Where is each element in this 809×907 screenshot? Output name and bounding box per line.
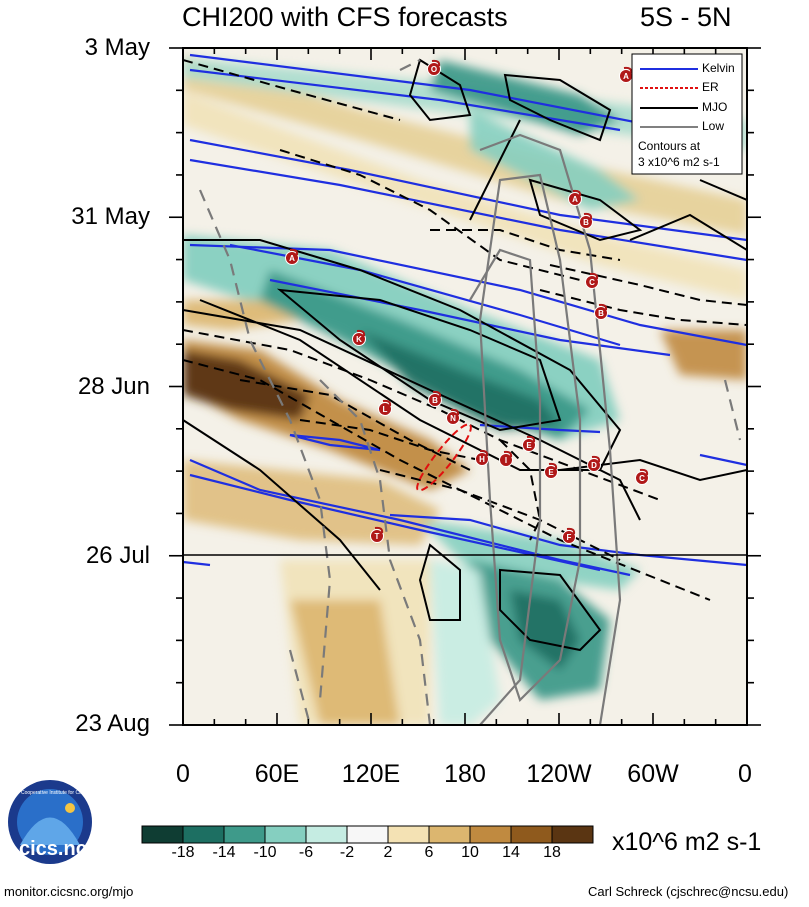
storm-marker: F <box>562 527 576 544</box>
storm-marker-label: K <box>356 335 362 344</box>
colorbar-swatch <box>141 825 184 844</box>
x-tick-label: 0 <box>738 760 752 788</box>
storm-marker: C <box>585 272 599 289</box>
plot-area: O A A B A C B K B L N E H I E D C T F <box>183 48 747 725</box>
x-tick-label: 60W <box>627 760 679 788</box>
region-label: 5S - 5N <box>640 2 732 32</box>
storm-marker-label: A <box>623 72 629 81</box>
storm-marker-label: I <box>505 456 507 465</box>
colorbar-swatch <box>551 825 594 844</box>
colorbar-tick-label: -18 <box>171 844 195 861</box>
colorbar-tick-label: 6 <box>424 844 434 861</box>
storm-marker-label: L <box>383 405 388 414</box>
legend-label-low: Low <box>702 119 725 133</box>
storm-marker-label: C <box>589 278 595 287</box>
low-contours <box>469 133 622 725</box>
cicsnc-logo <box>8 780 92 864</box>
footer-left-link[interactable]: monitor.cicsnc.org/mjo <box>4 884 134 899</box>
low-dashed-contours <box>198 59 742 725</box>
colorbar-tick-label: 10 <box>461 844 479 861</box>
storm-marker: H <box>475 449 489 466</box>
storm-markers: O A A B A C B K B L N E H I E D C T F <box>285 59 649 544</box>
storm-marker-label: H <box>479 455 485 464</box>
sun-icon <box>65 803 75 813</box>
storm-marker-label: B <box>598 309 604 318</box>
chart-title: CHI200 with CFS forecasts <box>182 2 508 32</box>
colorbar-tick-label: -6 <box>298 844 314 861</box>
storm-marker: D <box>587 455 601 472</box>
storm-marker-label: D <box>591 461 597 470</box>
colorbar-tick-label: 2 <box>383 844 393 861</box>
legend-label-mjo: MJO <box>702 100 728 114</box>
storm-marker: L <box>378 399 392 416</box>
storm-marker-label: N <box>450 414 456 423</box>
logo-text: cics.nc <box>19 838 87 860</box>
storm-marker: C <box>635 468 649 485</box>
colorbar-swatch <box>510 825 553 844</box>
y-ticks <box>169 47 761 726</box>
colorbar-swatch <box>223 825 266 844</box>
logo-ring-text: Cooperative Institute for Climate and Sa… <box>21 790 124 796</box>
legend-label-kelvin: Kelvin <box>702 61 735 75</box>
colorbar <box>141 825 594 844</box>
storm-marker-label: F <box>567 533 572 542</box>
colorbar-swatch <box>264 825 307 844</box>
storm-marker: N <box>446 408 460 425</box>
y-tick-label: 28 Jun <box>77 373 150 400</box>
colorbar-tick-label: -14 <box>212 844 236 861</box>
y-tick-label: 3 May <box>84 34 150 61</box>
colorbar-swatch <box>182 825 225 844</box>
legend-note: Contours at <box>638 139 701 153</box>
storm-marker: T <box>370 526 384 543</box>
colorbar-swatch <box>346 825 389 844</box>
storm-marker-label: C <box>639 474 645 483</box>
x-tick-label: 60E <box>254 760 300 788</box>
legend-note: 3 x10^6 m2 s-1 <box>638 155 720 169</box>
storm-marker: B <box>579 212 593 229</box>
storm-marker-label: A <box>289 254 295 263</box>
y-tick-label: 23 Aug <box>75 710 150 737</box>
legend-label-er: ER <box>702 80 719 94</box>
storm-marker: K <box>352 329 366 346</box>
storm-marker: A <box>568 189 582 206</box>
footer-credit: Carl Schreck (cjschrec@ncsu.edu) <box>588 884 789 899</box>
x-tick-label: 180 <box>444 760 486 788</box>
storm-marker: B <box>428 390 442 407</box>
storm-marker: B <box>594 303 608 320</box>
anomaly-field <box>183 55 747 725</box>
storm-marker: E <box>522 435 536 452</box>
storm-marker-label: E <box>526 441 532 450</box>
storm-marker-label: O <box>431 65 437 74</box>
colorbar-swatch <box>305 825 348 844</box>
colorbar-tick-label: -10 <box>253 844 277 861</box>
x-tick-label: 120E <box>341 760 401 788</box>
storm-marker-label: E <box>548 468 554 477</box>
storm-marker-label: B <box>583 218 589 227</box>
storm-marker-label: T <box>375 532 380 541</box>
x-ticks <box>182 48 748 725</box>
storm-marker: E <box>544 462 558 479</box>
x-tick-label: 0 <box>176 760 190 788</box>
storm-marker: A <box>619 66 633 83</box>
y-tick-label: 31 May <box>71 203 150 230</box>
storm-marker-label: A <box>572 195 578 204</box>
x-tick-label: 120W <box>526 760 592 788</box>
y-tick-label: 26 Jul <box>85 542 150 569</box>
legend <box>631 53 743 175</box>
colorbar-tick-label: -2 <box>339 844 355 861</box>
colorbar-swatch <box>428 825 471 844</box>
colorbar-swatch <box>469 825 512 844</box>
storm-marker: I <box>499 450 513 467</box>
colorbar-tick-label: 14 <box>502 844 520 861</box>
storm-marker-label: B <box>432 396 438 405</box>
colorbar-tick-label: 18 <box>543 844 561 861</box>
storm-marker: O <box>427 59 441 76</box>
colorbar-swatch <box>387 825 430 844</box>
storm-marker: A <box>285 248 299 265</box>
colorbar-units: x10^6 m2 s-1 <box>612 828 762 856</box>
